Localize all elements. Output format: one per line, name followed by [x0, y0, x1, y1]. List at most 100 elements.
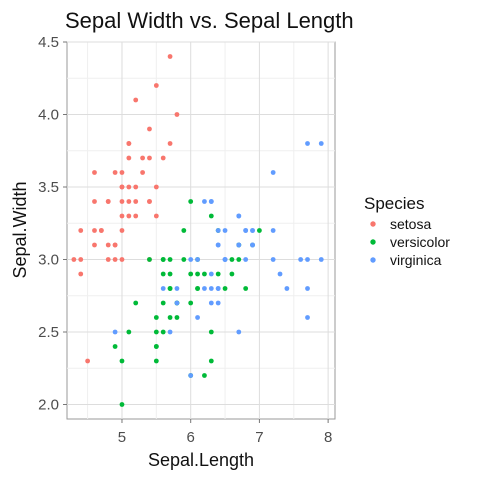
- data-point-virginica: [318, 257, 324, 262]
- data-point-setosa: [71, 257, 77, 262]
- plot-panel: 5 6 7 8 2.0 2.5 3.0 3.5 4.0 4.5: [38, 34, 336, 446]
- data-point-virginica: [318, 141, 324, 146]
- legend-key-virginica: [370, 257, 376, 263]
- y-tick-label: 3.5: [38, 179, 59, 196]
- data-point-virginica: [243, 257, 249, 262]
- data-point-setosa: [147, 126, 152, 132]
- grid-lines: [67, 41, 335, 419]
- data-point-setosa: [78, 228, 84, 233]
- data-point-versicolor: [147, 257, 152, 262]
- data-point-versicolor: [195, 271, 200, 277]
- data-point-virginica: [208, 286, 214, 291]
- data-point-setosa: [140, 155, 145, 161]
- data-point-versicolor: [167, 315, 173, 320]
- data-points: [71, 54, 324, 407]
- data-point-versicolor: [160, 271, 166, 277]
- x-tick-label: 7: [255, 429, 263, 446]
- data-point-setosa: [174, 112, 180, 117]
- data-point-virginica: [112, 329, 118, 335]
- y-axis-label: Sepal.Width: [10, 181, 30, 278]
- data-point-setosa: [160, 155, 166, 161]
- x-tick-label: 8: [324, 429, 332, 446]
- data-point-versicolor: [153, 315, 159, 320]
- legend-key-setosa: [370, 221, 376, 227]
- data-point-setosa: [153, 83, 159, 88]
- data-point-virginica: [222, 257, 228, 262]
- data-point-versicolor: [202, 271, 207, 277]
- data-point-virginica: [208, 300, 214, 306]
- data-point-virginica: [188, 257, 194, 262]
- data-point-virginica: [215, 228, 221, 233]
- data-point-versicolor: [188, 199, 194, 204]
- y-tick-label: 4.5: [38, 34, 59, 51]
- data-point-setosa: [119, 228, 125, 233]
- y-tick-label: 2.0: [38, 397, 59, 414]
- data-point-virginica: [208, 271, 214, 277]
- data-point-setosa: [105, 199, 111, 204]
- data-point-virginica: [270, 228, 276, 233]
- data-point-setosa: [98, 228, 104, 233]
- y-tick-label: 4.0: [38, 107, 59, 124]
- data-point-virginica: [195, 315, 200, 320]
- data-point-versicolor: [160, 300, 166, 306]
- data-point-setosa: [105, 257, 111, 262]
- data-point-setosa: [147, 155, 152, 161]
- data-point-versicolor: [181, 257, 187, 262]
- data-point-versicolor: [160, 329, 166, 335]
- data-point-virginica: [305, 141, 310, 146]
- data-point-virginica: [202, 199, 207, 204]
- data-point-virginica: [243, 228, 249, 233]
- data-point-setosa: [153, 184, 159, 190]
- data-point-setosa: [85, 358, 91, 364]
- data-point-virginica: [270, 257, 276, 262]
- data-point-virginica: [222, 228, 228, 233]
- data-point-virginica: [174, 286, 180, 291]
- chart-title: Sepal Width vs. Sepal Length: [65, 8, 354, 33]
- data-point-setosa: [92, 199, 97, 204]
- data-point-setosa: [119, 170, 125, 175]
- data-point-versicolor: [188, 300, 194, 306]
- data-point-setosa: [126, 199, 132, 204]
- data-point-versicolor: [257, 228, 262, 233]
- x-tick-label: 5: [118, 429, 126, 446]
- data-point-virginica: [188, 373, 194, 378]
- data-point-virginica: [270, 170, 276, 175]
- data-point-virginica: [305, 315, 310, 320]
- data-point-setosa: [78, 257, 84, 262]
- data-point-versicolor: [119, 358, 125, 364]
- data-point-versicolor: [229, 271, 235, 277]
- data-point-virginica: [236, 213, 242, 219]
- data-point-setosa: [119, 257, 125, 262]
- data-point-virginica: [208, 199, 214, 204]
- y-tick-label: 2.5: [38, 324, 59, 341]
- data-point-setosa: [112, 242, 118, 248]
- data-point-setosa: [105, 242, 111, 248]
- data-point-setosa: [140, 170, 145, 175]
- legend-key-versicolor: [370, 239, 376, 245]
- data-point-setosa: [133, 199, 139, 204]
- data-point-setosa: [92, 242, 97, 248]
- data-point-setosa: [92, 228, 97, 233]
- data-point-versicolor: [202, 373, 207, 378]
- data-point-setosa: [112, 257, 118, 262]
- data-point-versicolor: [208, 358, 214, 364]
- y-axis-ticks: 2.0 2.5 3.0 3.5 4.0 4.5: [38, 34, 67, 414]
- x-axis-label: Sepal.Length: [148, 450, 254, 470]
- legend-label-versicolor: versicolor: [390, 234, 450, 250]
- data-point-virginica: [202, 286, 207, 291]
- data-point-versicolor: [126, 329, 132, 335]
- data-point-virginica: [305, 257, 310, 262]
- data-point-virginica: [215, 300, 221, 306]
- data-point-virginica: [167, 329, 173, 335]
- y-tick-label: 3.0: [38, 252, 59, 269]
- data-point-setosa: [153, 213, 159, 219]
- x-axis-ticks: 5 6 7 8: [118, 419, 332, 446]
- data-point-versicolor: [188, 271, 194, 277]
- data-point-setosa: [126, 155, 132, 161]
- data-point-versicolor: [174, 315, 180, 320]
- data-point-versicolor: [153, 344, 159, 349]
- data-point-versicolor: [229, 257, 235, 262]
- data-point-versicolor: [119, 402, 125, 407]
- data-point-virginica: [236, 242, 242, 248]
